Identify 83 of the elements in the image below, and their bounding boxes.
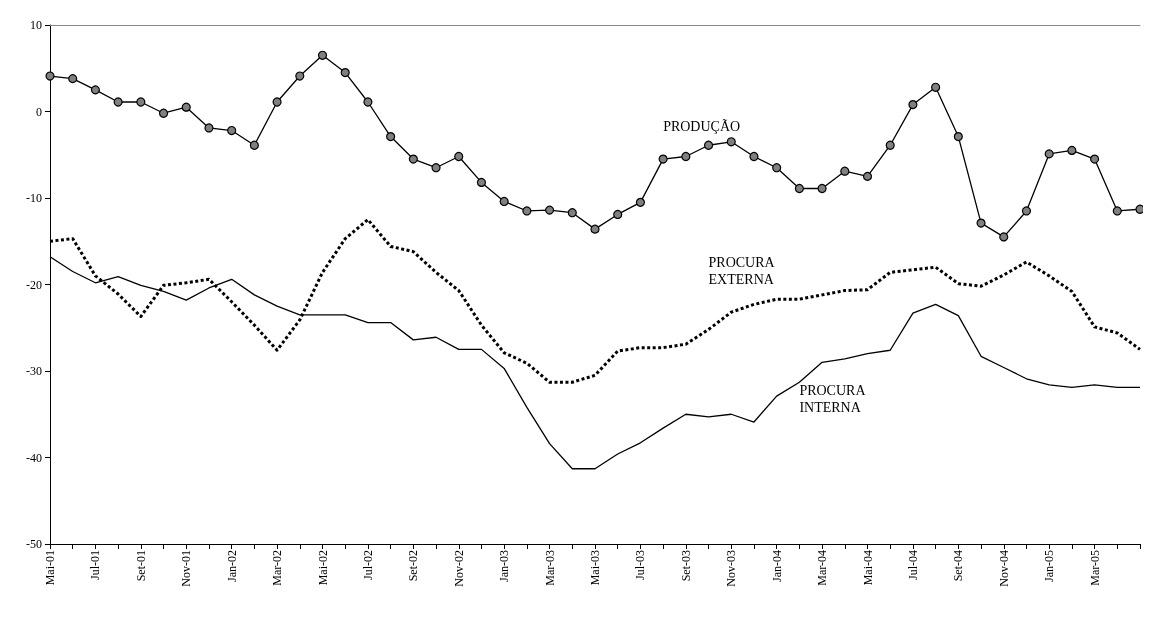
x-tick-label: Jan-05 <box>1042 550 1057 582</box>
point <box>204 123 214 133</box>
point <box>1089 154 1100 164</box>
y-tick-label: -30 <box>26 364 42 378</box>
x-tick-label: Jan-02 <box>224 550 239 582</box>
point <box>1044 149 1054 159</box>
point <box>1112 206 1122 216</box>
point <box>635 197 646 207</box>
point <box>544 205 555 215</box>
y-tick-label: 0 <box>36 104 42 119</box>
point <box>794 183 804 194</box>
point <box>136 97 146 107</box>
point <box>1067 145 1077 156</box>
y-tick-label: -40 <box>26 450 42 465</box>
point <box>1135 204 1143 214</box>
point <box>499 196 509 207</box>
x-tick-label: Mai-01 <box>43 550 57 586</box>
x-tick-label: Mar-02 <box>270 550 285 586</box>
point <box>590 224 600 234</box>
x-tick-label: Jan-04 <box>769 550 784 582</box>
series-label: PROCURA INTERNA <box>799 383 867 416</box>
x-tick-label: Set-03 <box>678 550 693 582</box>
point <box>613 209 623 220</box>
point <box>90 85 101 95</box>
x-tick-label: Nov-03 <box>724 550 739 587</box>
series-label: PRODUÇÃO <box>663 119 741 135</box>
x-tick-label: Mai-03 <box>588 550 602 586</box>
y-tick-label: -50 <box>26 537 42 551</box>
point <box>249 140 259 150</box>
point <box>431 163 441 173</box>
point <box>726 137 736 147</box>
point <box>817 183 827 194</box>
y-tick-label: -10 <box>26 191 42 205</box>
point <box>885 140 895 150</box>
point <box>703 140 714 150</box>
y-tick-label: 10 <box>30 18 42 32</box>
point <box>1021 206 1032 216</box>
point <box>317 50 328 60</box>
x-tick-label: Mai-04 <box>860 550 875 586</box>
point <box>181 102 191 112</box>
point <box>158 108 169 118</box>
x-tick-label: Set-04 <box>951 550 966 582</box>
x-tick-label: Nov-02 <box>451 550 466 587</box>
point <box>454 151 464 162</box>
series-label: PROCURA EXTERNA <box>708 255 776 288</box>
x-tick-label: Mar-03 <box>542 550 557 586</box>
point <box>999 232 1009 242</box>
point <box>363 97 373 107</box>
point <box>476 177 487 188</box>
point <box>749 151 759 162</box>
x-tick-label: Jul-03 <box>633 550 648 580</box>
point <box>976 218 986 228</box>
point <box>931 82 941 92</box>
point <box>567 208 577 218</box>
x-tick-label: Nov-01 <box>179 550 194 587</box>
point <box>386 131 396 142</box>
x-tick-label: Set-01 <box>133 550 148 582</box>
x-tick-label: Mar-04 <box>815 550 830 586</box>
x-tick-label: Mai-02 <box>315 550 330 586</box>
x-tick-label: Jan-03 <box>497 550 512 582</box>
point <box>45 71 55 81</box>
x-tick-label: Mar-05 <box>1087 550 1102 586</box>
point <box>658 154 668 164</box>
point <box>113 97 123 107</box>
point <box>408 154 418 164</box>
point <box>953 131 963 142</box>
x-tick-label: Nov-04 <box>996 550 1011 587</box>
point <box>862 171 873 181</box>
point <box>227 125 237 136</box>
point <box>908 99 918 110</box>
y-tick-label: -20 <box>26 277 42 292</box>
point <box>772 163 782 173</box>
point <box>522 206 532 216</box>
point <box>295 71 305 81</box>
x-tick-label: Set-02 <box>406 550 421 582</box>
point <box>68 74 78 84</box>
x-tick-label: Jul-02 <box>360 550 375 580</box>
point <box>840 166 850 176</box>
point <box>340 67 350 78</box>
point <box>681 151 691 162</box>
x-tick-label: Jul-04 <box>905 550 920 580</box>
x-tick-label: Jul-01 <box>88 550 103 580</box>
point <box>272 97 282 107</box>
